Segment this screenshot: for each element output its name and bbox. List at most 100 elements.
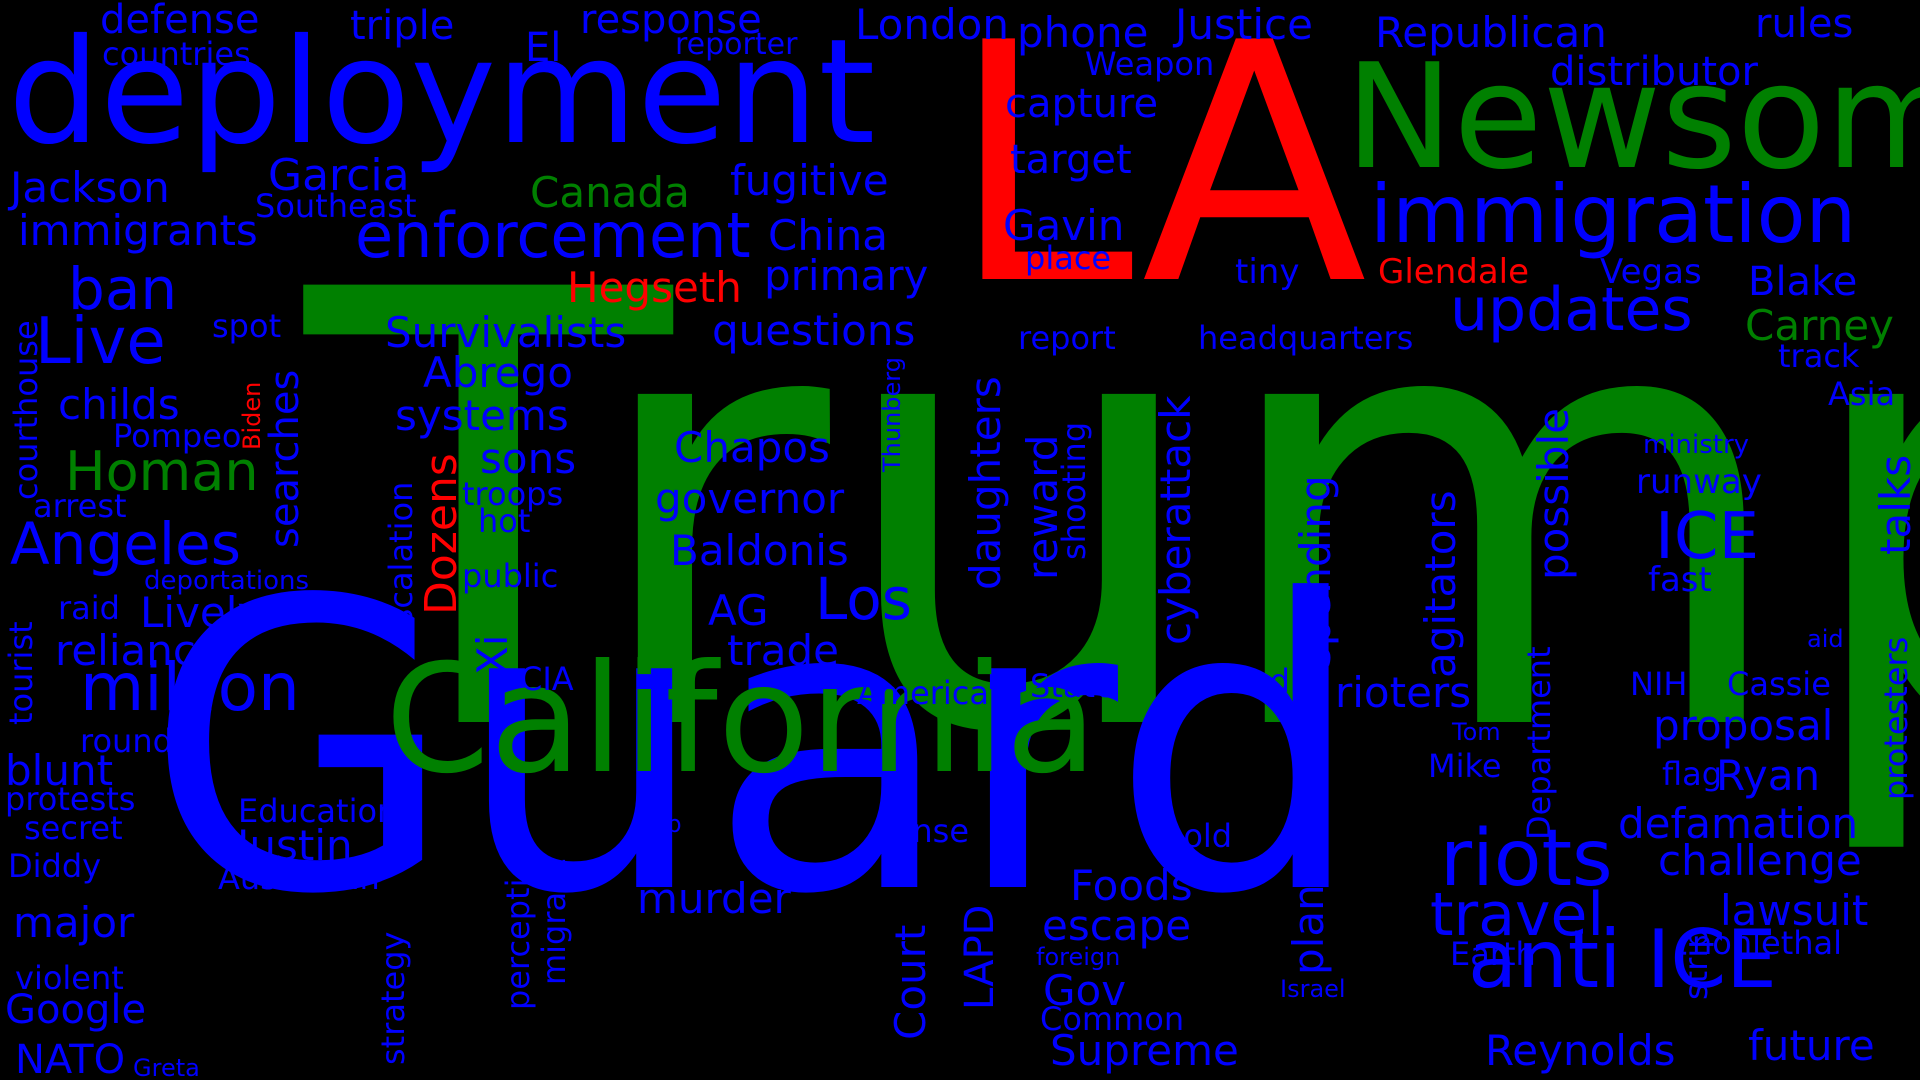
word-hot: hot: [478, 502, 531, 540]
word-riots: riots: [1440, 814, 1613, 904]
word-fast: fast: [1648, 560, 1712, 600]
word-homan: Homan: [65, 440, 259, 503]
word-troops: troops: [462, 475, 564, 513]
word-rioters: rioters: [1335, 668, 1472, 717]
word-runway: runway: [1636, 462, 1762, 502]
word-australian: Australian: [218, 859, 380, 897]
word-carney: Carney: [1745, 301, 1894, 350]
word-vegas: Vegas: [1600, 252, 1702, 292]
word-deployment: deployment: [8, 8, 876, 177]
word-round: round: [80, 722, 173, 760]
word-live: Live: [35, 305, 166, 379]
word-ryan: Ryan: [1716, 751, 1821, 800]
word-flag: flag: [1662, 755, 1723, 793]
word-nih: NIH: [1630, 665, 1688, 703]
word-blake: Blake: [1748, 259, 1858, 305]
word-cassie: Cassie: [1727, 665, 1831, 703]
word-garcia: Garcia: [268, 150, 410, 201]
word-updates: updates: [1450, 275, 1693, 345]
word-possible: possible: [1529, 408, 1578, 580]
word-challenge: challenge: [1658, 836, 1862, 885]
word-strip: strip: [1677, 928, 1715, 1000]
word-future: future: [1748, 1021, 1875, 1070]
word-newsom: Newsom: [1345, 33, 1920, 202]
word-republican: Republican: [1375, 8, 1607, 57]
word-perception: perception: [499, 838, 537, 1010]
word-reporter: reporter: [675, 27, 798, 62]
word-target: target: [1010, 137, 1132, 183]
word-spot: spot: [212, 307, 282, 345]
word-reynolds: Reynolds: [1485, 1026, 1676, 1075]
word-gov: Gov: [1043, 966, 1127, 1015]
word-sense: sense: [876, 812, 969, 850]
word-california: California: [385, 633, 1098, 807]
word-london: London: [855, 0, 1009, 49]
word-sons: sons: [480, 434, 577, 483]
word-weapon: Weapon: [1085, 45, 1215, 83]
word-deadly: deadly: [1210, 662, 1318, 700]
word-fugitive: fugitive: [730, 156, 889, 205]
word-state: State: [1030, 667, 1115, 705]
word-foreign: foreign: [1036, 943, 1121, 971]
word-china: China: [768, 211, 888, 260]
word-secret: secret: [24, 809, 123, 847]
word-spending: spending: [1291, 475, 1340, 668]
word-travel: travel: [1430, 880, 1605, 950]
word-plan: plan: [1284, 884, 1333, 975]
word-ministry: ministry: [1643, 430, 1750, 460]
word-american: American: [857, 674, 1010, 712]
word-headquarters: headquarters: [1198, 319, 1414, 357]
word-murder: murder: [637, 874, 791, 923]
word-greta: Greta: [133, 1054, 200, 1080]
word-biden: Biden: [238, 381, 266, 450]
word-enforcement: enforcement: [355, 199, 751, 272]
word-guard: Guard: [145, 517, 1365, 982]
word-tom: Tom: [1452, 718, 1501, 746]
word-southeast: Southeast: [255, 187, 417, 225]
word-distributor: distributor: [1550, 49, 1758, 95]
word-cia: CIA: [520, 660, 574, 698]
word-lawsuit: lawsuit: [1720, 886, 1869, 935]
word-supreme: Supreme: [1050, 1026, 1239, 1075]
word-place: place: [1025, 239, 1112, 277]
word-searches: searches: [262, 369, 308, 548]
word-reliance: reliance: [55, 626, 222, 675]
word-diddy: Diddy: [8, 847, 102, 885]
word-capture: capture: [1005, 81, 1159, 127]
word-xi: Xi: [468, 634, 517, 675]
word-protesters: protesters: [1877, 636, 1915, 800]
word-baldonis: Baldonis: [670, 526, 849, 575]
word-triple: triple: [350, 3, 455, 49]
word-dozens: Dozens: [416, 453, 467, 615]
word-bold: bold: [1163, 817, 1233, 855]
word-earth: Earth: [1450, 935, 1536, 973]
word-thunberg: Thunberg: [878, 357, 906, 472]
word-governor: governor: [655, 474, 845, 523]
word-foods: Foods: [1070, 861, 1193, 910]
word-immigrants: immigrants: [18, 206, 258, 255]
word-chapos: Chapos: [674, 423, 830, 472]
word-report: report: [1018, 319, 1116, 357]
word-protests: protests: [5, 780, 136, 818]
word-childs: childs: [58, 380, 180, 429]
word-countries: countries: [102, 35, 251, 73]
word-major: major: [13, 898, 135, 947]
word-justin: Justin: [237, 821, 353, 870]
word-lapd: LAPD: [957, 904, 1003, 1011]
word-defamation: defamation: [1618, 799, 1859, 848]
word-raid: raid: [58, 589, 120, 627]
word-ban: ban: [68, 255, 178, 323]
word-rules: rules: [1755, 1, 1854, 47]
word-justice: Justice: [1175, 0, 1313, 49]
word-defense: defense: [100, 0, 260, 43]
word-escalation: escalation: [382, 481, 420, 645]
word-abrego: Abrego: [423, 348, 573, 397]
word-hegseth: Hegseth: [567, 263, 742, 312]
word-ice: ICE: [1655, 500, 1759, 574]
word-tourist: tourist: [2, 621, 40, 725]
word-pompeo: Pompeo: [113, 417, 242, 455]
word-department: Department: [1520, 646, 1558, 840]
word-million: million: [80, 649, 300, 726]
word-canada: Canada: [530, 168, 690, 217]
